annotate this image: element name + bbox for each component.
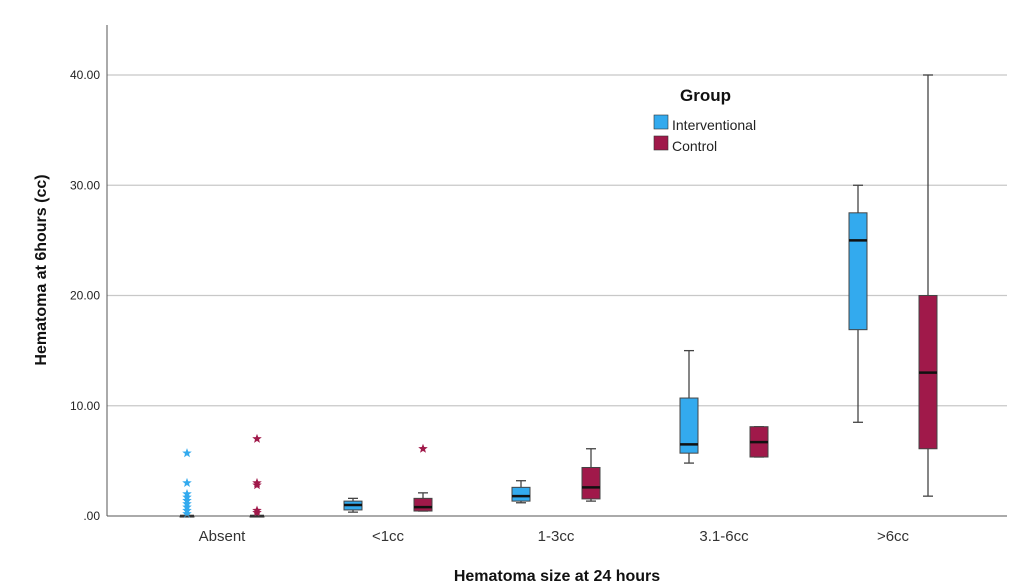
- legend-swatch-interventional: [653, 114, 669, 130]
- box-control-1: [413, 443, 433, 512]
- y-tick-label: 10.00: [70, 399, 100, 413]
- box-control-3: [749, 426, 769, 458]
- x-axis-title: Hematoma size at 24 hours: [454, 568, 660, 585]
- x-axis-categories: Absent <1cc 1-3cc 3.1-6cc >6cc: [199, 528, 910, 545]
- outlier-star: [252, 433, 262, 443]
- outlier-star: [182, 508, 192, 518]
- box-iqr: [848, 212, 868, 331]
- box-iqr: [679, 397, 699, 454]
- x-category-label: 3.1-6cc: [699, 528, 749, 545]
- legend-title: Group: [680, 86, 731, 105]
- gridlines: [107, 74, 1007, 407]
- x-category-label: 1-3cc: [538, 528, 575, 545]
- box-control-2: [581, 448, 601, 502]
- x-category-label: Absent: [199, 528, 247, 545]
- box-iqr: [581, 466, 601, 500]
- y-tick-label: 40.00: [70, 68, 100, 82]
- legend-label-interventional: Interventional: [672, 117, 756, 133]
- box-control-0: [249, 433, 265, 518]
- box-iqr: [511, 486, 531, 502]
- outlier-star: [418, 443, 428, 453]
- y-tick-label: .00: [83, 509, 100, 523]
- y-tick-label: 20.00: [70, 289, 100, 303]
- x-category-label: >6cc: [877, 528, 910, 545]
- box-interventional-2: [511, 480, 531, 504]
- box-interventional-4: [848, 184, 868, 423]
- box-interventional-0: [179, 448, 195, 518]
- outlier-star: [182, 477, 192, 487]
- box-iqr: [413, 497, 433, 512]
- box-interventional-1: [343, 497, 363, 513]
- outlier-star: [252, 507, 262, 517]
- legend-swatch-control: [653, 135, 669, 151]
- x-category-label: <1cc: [372, 528, 405, 545]
- legend-label-control: Control: [672, 138, 717, 154]
- y-axis-title: Hematoma at 6hours (cc): [33, 174, 50, 365]
- y-axis-ticks: .00 10.00 20.00 30.00 40.00: [70, 68, 100, 523]
- boxes: [179, 74, 938, 518]
- outlier-star: [182, 448, 192, 458]
- legend: Group Interventional Control: [653, 86, 756, 154]
- box-control-4: [918, 74, 938, 497]
- box-interventional-3: [679, 349, 699, 464]
- outlier-star: [252, 480, 262, 490]
- y-tick-label: 30.00: [70, 178, 100, 192]
